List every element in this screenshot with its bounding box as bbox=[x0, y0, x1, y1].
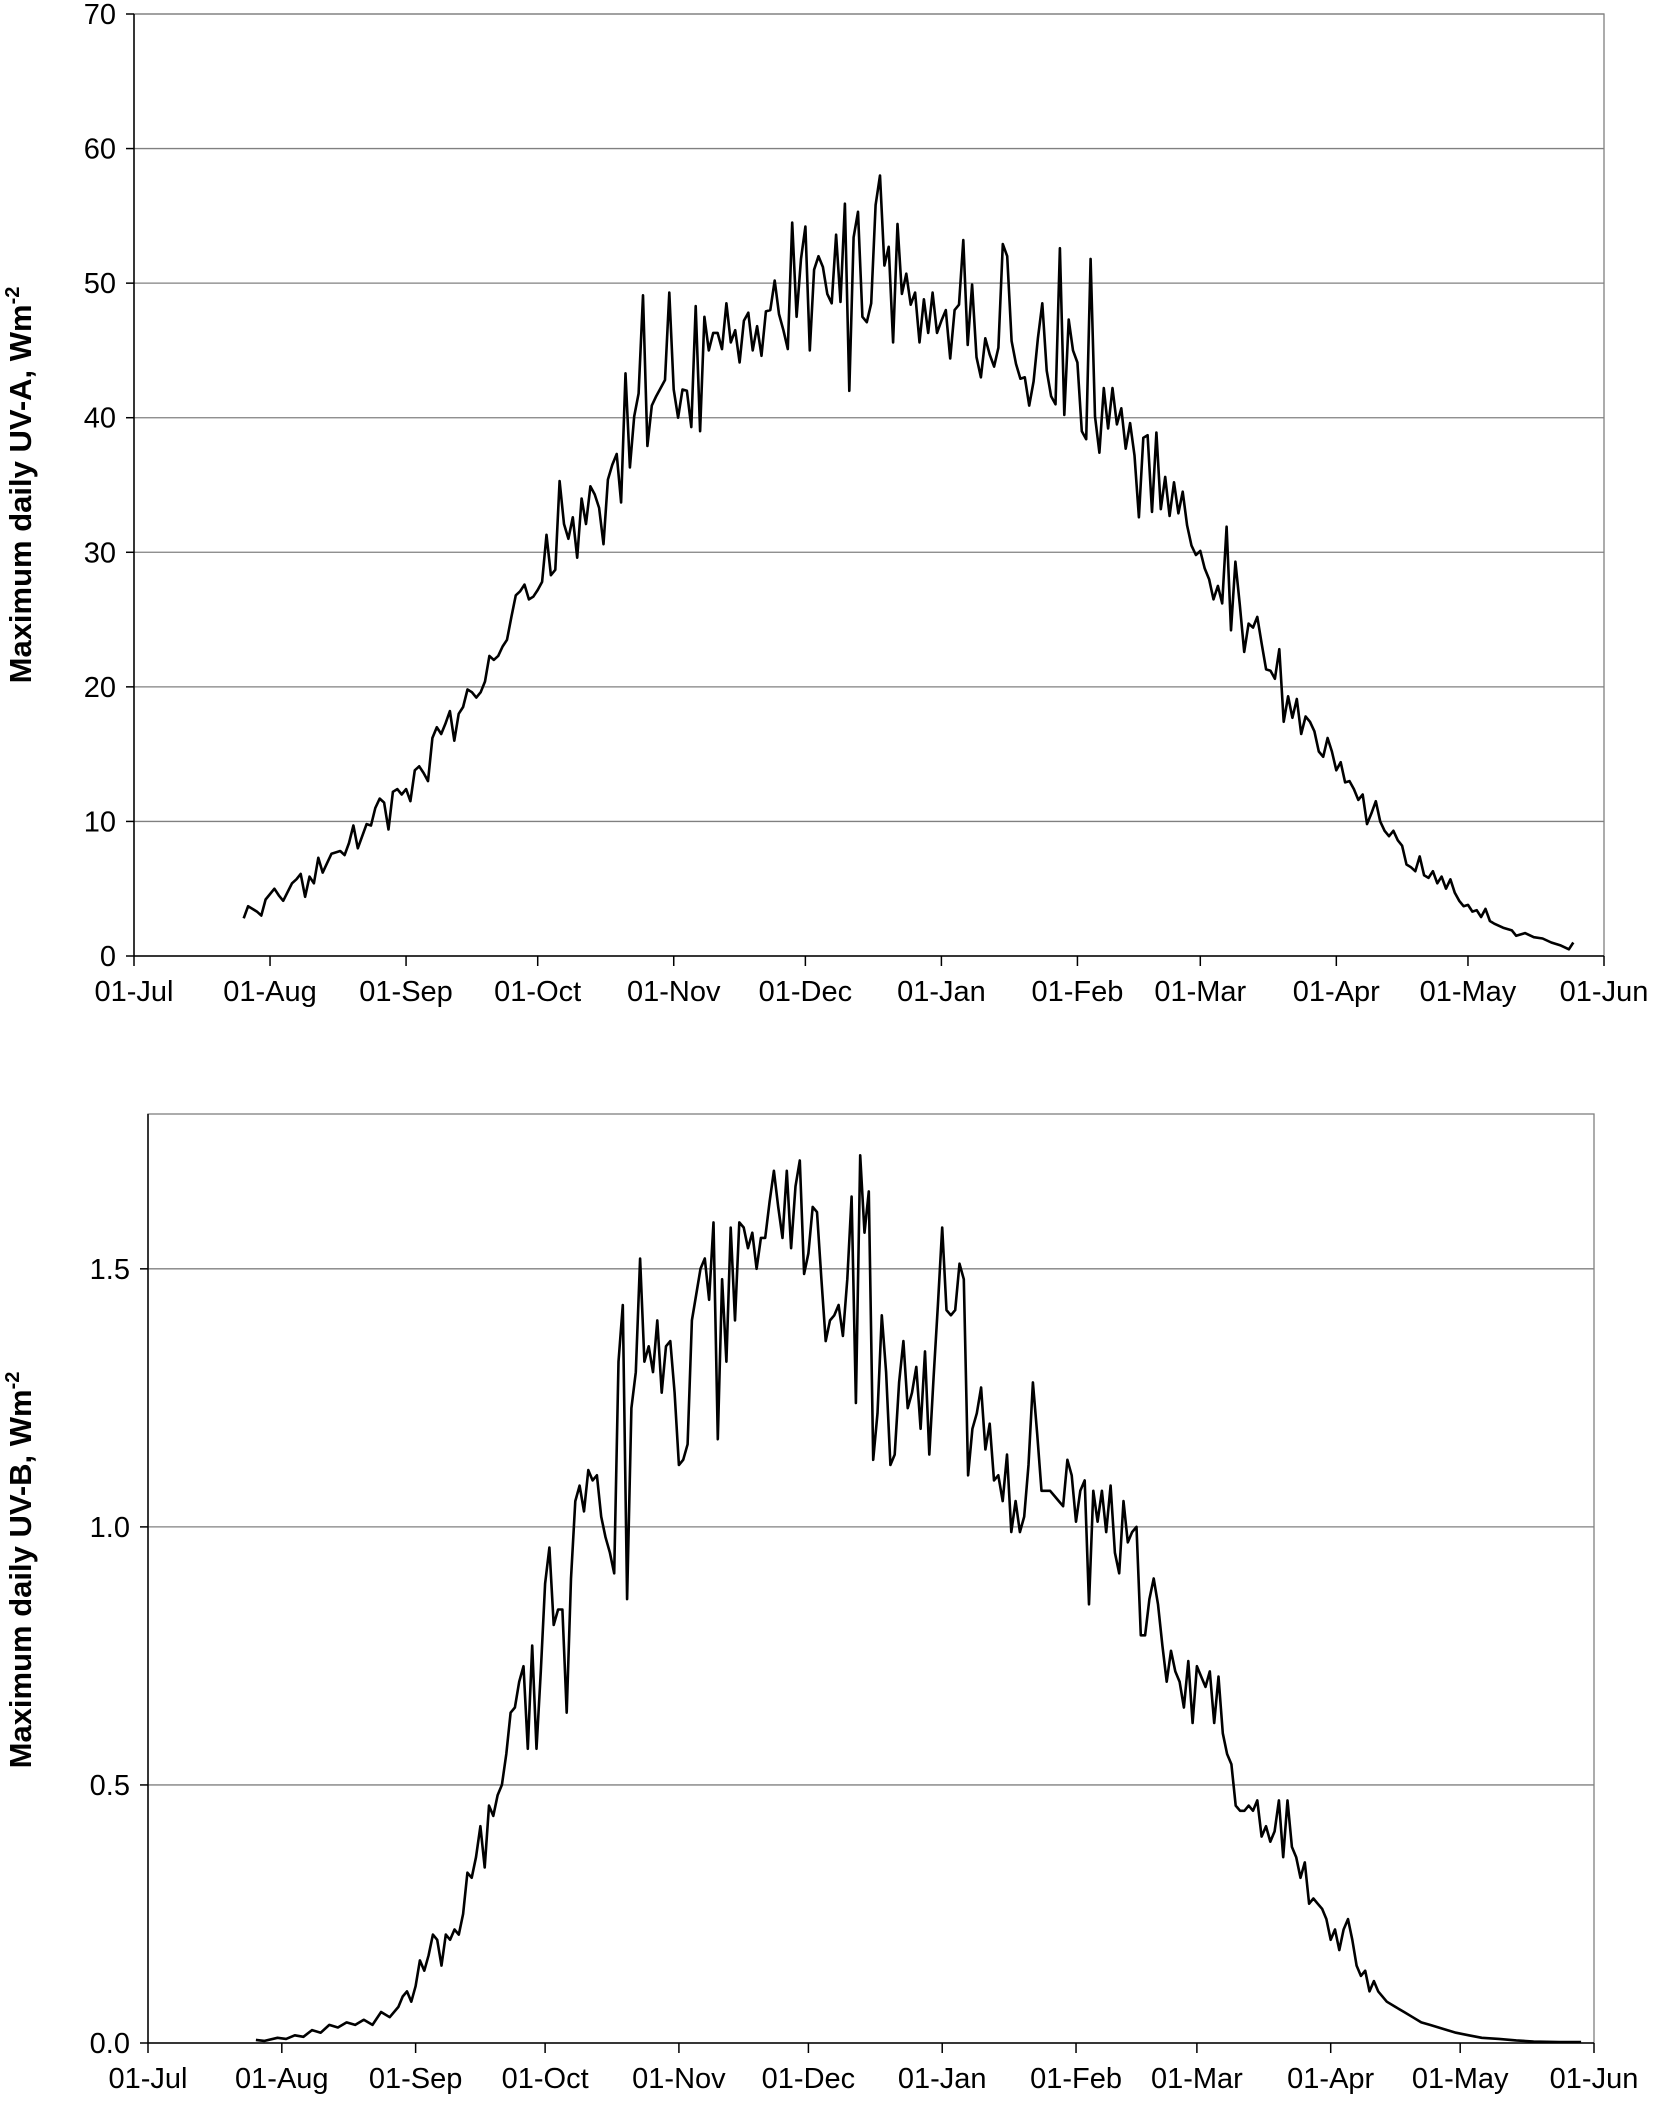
uva-x-tick-labels: 01-Jul 01-Aug 01-Sep 01-Oct 01-Nov 01-Dec 01-J… bbox=[95, 956, 1649, 1008]
uvb-x-tick-label: 01-Jan bbox=[898, 2063, 987, 2095]
uvb-x-tick-labels: 01-Jul 01-Aug 01-Sep 01-Oct 01-Nov 01-Dec 01-J… bbox=[109, 2043, 1639, 2095]
uvb-x-tick-label: 01-Oct bbox=[502, 2063, 589, 2095]
uva-y-axis-title-text: Maximum daily UV-A, Wm bbox=[3, 304, 38, 683]
uvb-x-tick-label: 01-Apr bbox=[1287, 2063, 1374, 2095]
uva-plot-area bbox=[133, 13, 1605, 957]
uva-y-tick-label: 0 bbox=[100, 941, 116, 973]
uvb-y-tick-label: 0.0 bbox=[90, 2028, 130, 2060]
uvb-axes bbox=[147, 1114, 1594, 2044]
uva-x-tick-label: 01-Oct bbox=[494, 976, 581, 1008]
uva-y-tick-labels: 0 10 20 30 40 50 60 70 bbox=[84, 0, 134, 973]
uva-y-tick-label: 50 bbox=[84, 268, 116, 300]
uva-y-tick-label: 40 bbox=[84, 403, 116, 435]
uvb-y-axis-title-superscript: -2 bbox=[2, 1372, 24, 1390]
uvb-x-tick-label: 01-May bbox=[1412, 2063, 1509, 2095]
uva-x-tick-label: 01-May bbox=[1420, 976, 1517, 1008]
uva-x-tick-label: 01-Mar bbox=[1154, 976, 1246, 1008]
uvb-y-axis-title: Maximum daily UV-B, Wm-2 bbox=[2, 1372, 38, 1769]
uva-y-tick-label: 30 bbox=[84, 537, 116, 569]
uva-y-axis-title-superscript: -2 bbox=[2, 287, 24, 305]
uva-x-tick-label: 01-Jun bbox=[1560, 976, 1649, 1008]
uva-y-tick-label: 10 bbox=[84, 806, 116, 838]
uvb-x-tick-label: 01-Aug bbox=[235, 2063, 329, 2095]
uvb-y-axis-title-text: Maximum daily UV-B, Wm bbox=[3, 1389, 38, 1768]
uva-y-axis-title: Maximum daily UV-A, Wm-2 bbox=[2, 287, 38, 684]
uvb-y-tick-labels: 0.0 0.5 1.0 1.5 bbox=[90, 1254, 148, 2060]
uvb-x-tick-label: 01-Nov bbox=[632, 2063, 726, 2095]
uvb-x-tick-label: 01-Feb bbox=[1030, 2063, 1122, 2095]
uva-axes bbox=[133, 14, 1604, 957]
uva-y-tick-label: 20 bbox=[84, 672, 116, 704]
uvb-y-tick-label: 0.5 bbox=[90, 1770, 130, 1802]
uva-x-tick-label: 01-Feb bbox=[1031, 976, 1123, 1008]
uvb-x-tick-label: 01-Jul bbox=[109, 2063, 188, 2095]
uva-x-tick-label: 01-Apr bbox=[1293, 976, 1380, 1008]
uva-x-tick-label: 01-Aug bbox=[223, 976, 317, 1008]
uva-chart: 0 10 20 30 40 50 60 70 01-Jul 01-Aug 01-Sep 01-Oct… bbox=[2, 0, 1648, 1008]
uvb-x-tick-label: 01-Mar bbox=[1151, 2063, 1243, 2095]
uva-x-tick-label: 01-Sep bbox=[359, 976, 453, 1008]
uva-x-tick-label: 01-Nov bbox=[627, 976, 721, 1008]
uvb-x-tick-label: 01-Sep bbox=[369, 2063, 463, 2095]
uvb-y-tick-label: 1.5 bbox=[90, 1254, 130, 1286]
uva-gridlines bbox=[134, 13, 1604, 823]
uva-x-tick-label: 01-Jan bbox=[897, 976, 986, 1008]
uvb-series-line bbox=[255, 1154, 1582, 2044]
uva-x-tick-label: 01-Jul bbox=[95, 976, 174, 1008]
uvb-x-tick-label: 01-Jun bbox=[1550, 2063, 1639, 2095]
uvb-chart: 0.00.51.01.5 01-Jul 01-Aug 01-Sep 01-Oct 01-… bbox=[2, 1113, 1639, 2095]
uva-y-tick-label: 70 bbox=[84, 0, 116, 31]
uvb-y-tick-label: 1.0 bbox=[90, 1512, 130, 1544]
uva-x-tick-label: 01-Dec bbox=[759, 976, 853, 1008]
uva-series-line bbox=[242, 174, 1575, 951]
uva-y-tick-label: 60 bbox=[84, 134, 116, 166]
uvb-x-tick-label: 01-Dec bbox=[762, 2063, 856, 2095]
